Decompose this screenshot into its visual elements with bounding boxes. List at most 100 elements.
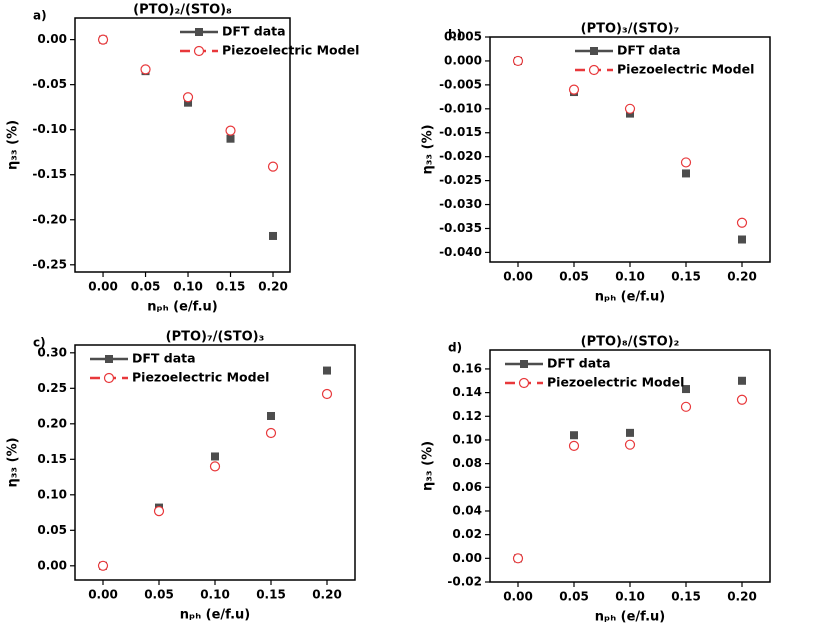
marker bbox=[512, 55, 524, 67]
y-tick-label: 0.005 bbox=[444, 30, 482, 44]
marker bbox=[568, 440, 580, 451]
chart-title: (PTO)₂/(STO)₈ bbox=[133, 3, 232, 18]
y-tick-label: 0.02 bbox=[452, 527, 482, 541]
x-tick-label: 0.20 bbox=[727, 590, 757, 604]
legend-text: DFT data bbox=[547, 356, 611, 371]
legend-marker bbox=[520, 360, 528, 368]
x-tick-label: 0.20 bbox=[727, 270, 757, 284]
marker bbox=[624, 439, 636, 450]
y-tick-label: 0.10 bbox=[452, 432, 482, 446]
y-tick-label: -0.15 bbox=[32, 167, 67, 181]
y-tick-label: 0.10 bbox=[37, 487, 67, 501]
marker bbox=[269, 231, 278, 240]
y-tick-label: -0.010 bbox=[439, 101, 482, 115]
marker bbox=[267, 411, 275, 420]
y-tick-label: 0.20 bbox=[37, 416, 67, 430]
chart-title: (PTO)₈/(STO)₂ bbox=[581, 335, 680, 350]
legend-marker bbox=[588, 64, 600, 76]
marker bbox=[321, 388, 333, 400]
y-tick-label: 0.05 bbox=[37, 523, 67, 537]
panel: -0.02 0.00 0.02 0.04 0.06 0.08 0.10 0.12 0.14 0.1… bbox=[421, 335, 771, 625]
x-tick-label: 0.10 bbox=[200, 588, 230, 602]
x-tick-label: 0.10 bbox=[615, 270, 645, 284]
legend-text: DFT data bbox=[132, 351, 196, 366]
y-tick-label: -0.015 bbox=[439, 125, 482, 139]
legend-text: DFT data bbox=[617, 43, 681, 58]
y-tick-label: 0.16 bbox=[452, 361, 482, 375]
x-tick-label: 0.05 bbox=[131, 280, 161, 294]
marker bbox=[97, 34, 109, 45]
marker bbox=[736, 217, 748, 228]
x-tick-label: 0.05 bbox=[559, 590, 589, 604]
marker bbox=[140, 64, 151, 75]
y-tick-label: -0.030 bbox=[439, 197, 482, 211]
y-axis-label: η₃₃ (%) bbox=[6, 120, 21, 170]
marker bbox=[184, 98, 193, 107]
legend-marker bbox=[195, 28, 203, 36]
y-tick-label: 0.08 bbox=[452, 456, 482, 470]
marker bbox=[182, 92, 194, 103]
marker bbox=[226, 134, 235, 143]
marker bbox=[323, 366, 331, 375]
legend-text: Piezoelectric Model bbox=[547, 375, 684, 390]
plot-frame bbox=[74, 17, 291, 273]
y-tick-label: -0.10 bbox=[32, 122, 67, 136]
y-tick-label: 0.12 bbox=[452, 409, 482, 423]
y-tick-label: 0.00 bbox=[37, 32, 67, 46]
panel: 0.00 0.05 0.10 0.15 0.20 0.25 0.30 0.00 0.05 0.10… bbox=[6, 330, 356, 623]
marker bbox=[682, 385, 690, 394]
y-tick-label: 0.25 bbox=[37, 381, 67, 395]
marker bbox=[736, 394, 748, 405]
marker bbox=[209, 461, 221, 472]
marker bbox=[738, 376, 746, 385]
y-tick-label: -0.20 bbox=[32, 212, 67, 226]
y-axis-label: η₃₃ (%) bbox=[6, 437, 21, 487]
legend-marker bbox=[103, 372, 115, 384]
panel-label: b) bbox=[448, 28, 462, 42]
legend-marker bbox=[193, 45, 205, 57]
marker bbox=[680, 157, 692, 168]
x-tick-label: 0.15 bbox=[671, 270, 701, 284]
y-tick-label: 0.14 bbox=[452, 385, 482, 399]
x-tick-label: 0.00 bbox=[503, 270, 533, 284]
x-tick-label: 0.15 bbox=[256, 588, 286, 602]
marker bbox=[682, 169, 690, 178]
x-tick-label: 0.00 bbox=[503, 590, 533, 604]
y-tick-label: 0.000 bbox=[444, 53, 482, 67]
y-tick-label: -0.025 bbox=[439, 173, 482, 187]
y-axis-label: η₃₃ (%) bbox=[421, 124, 436, 174]
y-tick-label: -0.035 bbox=[439, 221, 482, 235]
x-tick-label: 0.10 bbox=[173, 280, 203, 294]
y-tick-label: -0.25 bbox=[32, 257, 67, 271]
x-tick-label: 0.20 bbox=[312, 588, 342, 602]
x-axis-label: nₚₕ (e/f.u) bbox=[147, 300, 218, 315]
panel: 0.00 -0.05 -0.10 -0.15 -0.20 -0.25 0.00 0.05 0.1… bbox=[6, 3, 360, 315]
x-axis-label: nₚₕ (e/f.u) bbox=[180, 608, 251, 623]
y-tick-label: -0.005 bbox=[439, 77, 482, 91]
x-tick-label: 0.15 bbox=[216, 280, 246, 294]
legend-marker bbox=[518, 377, 530, 389]
x-tick-label: 0.20 bbox=[258, 280, 288, 294]
y-tick-label: -0.040 bbox=[439, 245, 482, 259]
x-axis-label: nₚₕ (e/f.u) bbox=[595, 610, 666, 625]
y-tick-label: 0.06 bbox=[452, 480, 482, 494]
marker bbox=[211, 452, 219, 461]
marker bbox=[267, 161, 279, 172]
y-tick-label: 0.00 bbox=[37, 558, 67, 572]
marker bbox=[265, 427, 277, 439]
y-tick-label: 0.00 bbox=[452, 551, 482, 565]
x-tick-label: 0.05 bbox=[144, 588, 174, 602]
x-tick-label: 0.00 bbox=[88, 280, 118, 294]
y-axis-label: η₃₃ (%) bbox=[421, 441, 436, 491]
legend-text: Piezoelectric Model bbox=[132, 370, 269, 385]
legend-text: Piezoelectric Model bbox=[222, 43, 359, 58]
marker bbox=[626, 428, 634, 437]
y-tick-label: 0.30 bbox=[37, 345, 67, 359]
x-tick-label: 0.00 bbox=[88, 588, 118, 602]
y-tick-label: 0.15 bbox=[37, 452, 67, 466]
x-tick-label: 0.15 bbox=[671, 590, 701, 604]
y-tick-label: -0.020 bbox=[439, 149, 482, 163]
marker bbox=[97, 560, 109, 571]
marker bbox=[738, 235, 746, 244]
